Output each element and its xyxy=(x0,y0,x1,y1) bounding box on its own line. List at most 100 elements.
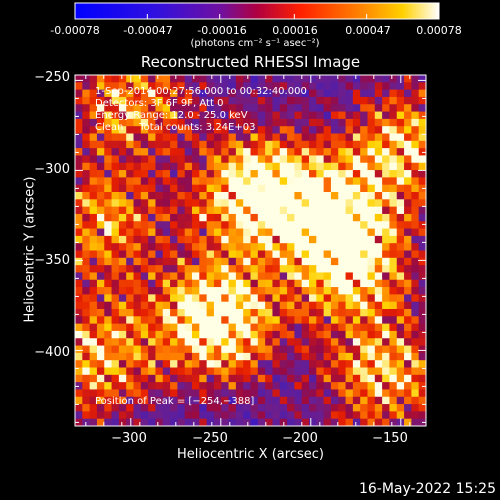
heatmap-cell xyxy=(170,162,178,171)
heatmap-cell xyxy=(309,279,317,288)
heatmap-cell xyxy=(374,206,383,215)
heatmap-cell xyxy=(250,82,259,91)
heatmap-cell xyxy=(257,118,266,127)
heatmap-cell xyxy=(206,367,215,376)
heatmap-cell xyxy=(228,287,237,295)
heatmap-cell xyxy=(316,382,325,391)
heatmap-cell xyxy=(228,279,237,288)
heatmap-cell xyxy=(111,206,120,215)
heatmap-cell xyxy=(250,235,259,244)
heatmap-cell xyxy=(404,389,412,398)
heatmap-cell xyxy=(352,199,361,208)
heatmap-cell xyxy=(96,250,105,259)
heatmap-cell xyxy=(323,170,332,178)
heatmap-cell xyxy=(148,374,157,383)
heatmap-cell xyxy=(140,279,149,288)
heatmap-cell xyxy=(279,301,288,310)
heatmap-cell xyxy=(418,170,426,178)
heatmap-cell xyxy=(155,316,164,325)
heatmap-cell xyxy=(111,250,120,259)
heatmap-cell xyxy=(75,374,83,383)
heatmap-cell xyxy=(199,213,208,222)
heatmap-cell xyxy=(162,162,171,171)
heatmap-cell xyxy=(352,111,361,120)
heatmap-cell xyxy=(221,235,230,244)
heatmap-cell xyxy=(404,140,412,149)
heatmap-cell xyxy=(192,411,200,420)
heatmap-cell xyxy=(396,279,405,288)
heatmap-cell xyxy=(316,345,325,354)
heatmap-cell xyxy=(389,199,398,208)
heatmap-cell xyxy=(104,162,113,171)
heatmap-cell xyxy=(221,272,230,281)
heatmap-cell xyxy=(352,382,361,391)
heatmap-cell xyxy=(133,309,142,317)
heatmap-cell xyxy=(192,396,200,405)
heatmap-cell xyxy=(316,177,325,186)
y-tick-label-3: −400 xyxy=(34,345,70,360)
heatmap-cell xyxy=(228,75,237,83)
heatmap-cell xyxy=(279,82,288,91)
heatmap-cell xyxy=(309,221,317,230)
heatmap-cell xyxy=(257,367,266,376)
heatmap-cell xyxy=(374,96,383,105)
heatmap-cell xyxy=(104,323,113,332)
heatmap-cell xyxy=(184,250,193,259)
heatmap-cell xyxy=(265,279,274,288)
heatmap-cell xyxy=(118,316,127,325)
heatmap-cell xyxy=(360,184,369,193)
heatmap-cell xyxy=(309,111,317,120)
heatmap-cell xyxy=(345,75,354,83)
heatmap-cell xyxy=(228,367,237,376)
heatmap-cell xyxy=(316,338,325,347)
heatmap-cell xyxy=(360,345,369,354)
heatmap-cell xyxy=(265,96,274,105)
heatmap-cell xyxy=(250,162,259,171)
heatmap-cell xyxy=(389,184,398,193)
heatmap-cell xyxy=(192,104,200,113)
heatmap-cell xyxy=(352,118,361,127)
heatmap-cell xyxy=(148,213,157,222)
heatmap-cell xyxy=(360,301,369,310)
heatmap-cell xyxy=(272,396,281,405)
heatmap-cell xyxy=(228,250,237,259)
heatmap-cell xyxy=(126,287,135,295)
heatmap-cell xyxy=(199,330,208,339)
heatmap-cell xyxy=(411,279,420,288)
heatmap-cell xyxy=(96,301,105,310)
heatmap-cell xyxy=(148,155,157,164)
heatmap-cell xyxy=(294,345,303,354)
heatmap-cell xyxy=(279,265,288,274)
heatmap-cell xyxy=(374,330,383,339)
heatmap-cell xyxy=(192,89,200,98)
heatmap-cell xyxy=(323,155,332,164)
heatmap-cell xyxy=(382,301,391,310)
heatmap-cell xyxy=(82,374,91,383)
heatmap-cell xyxy=(345,396,354,405)
heatmap-cell xyxy=(338,345,347,354)
heatmap-cell xyxy=(338,213,347,222)
heatmap-cell xyxy=(330,192,339,200)
heatmap-cell xyxy=(287,111,295,120)
heatmap-cell xyxy=(352,148,361,157)
heatmap-cell xyxy=(177,243,186,252)
heatmap-cell xyxy=(294,82,303,91)
heatmap-cell xyxy=(111,162,120,171)
heatmap-cell xyxy=(199,257,208,266)
heatmap-cell xyxy=(345,82,354,91)
heatmap-cell xyxy=(192,243,200,252)
heatmap-cell xyxy=(148,345,157,354)
heatmap-cell xyxy=(206,75,215,83)
heatmap-cell xyxy=(155,199,164,208)
heatmap-cell xyxy=(411,411,420,420)
heatmap-cell xyxy=(389,382,398,391)
heatmap-cell xyxy=(316,82,325,91)
heatmap-cell xyxy=(374,243,383,252)
colorbar-units: (photons cm⁻² s⁻¹ asec⁻²) xyxy=(190,38,320,49)
heatmap-cell xyxy=(89,82,98,91)
heatmap-cell xyxy=(155,243,164,252)
heatmap-cell xyxy=(323,148,332,157)
heatmap-cell xyxy=(82,104,91,113)
heatmap-cell xyxy=(243,294,252,303)
heatmap-cell xyxy=(140,338,149,347)
